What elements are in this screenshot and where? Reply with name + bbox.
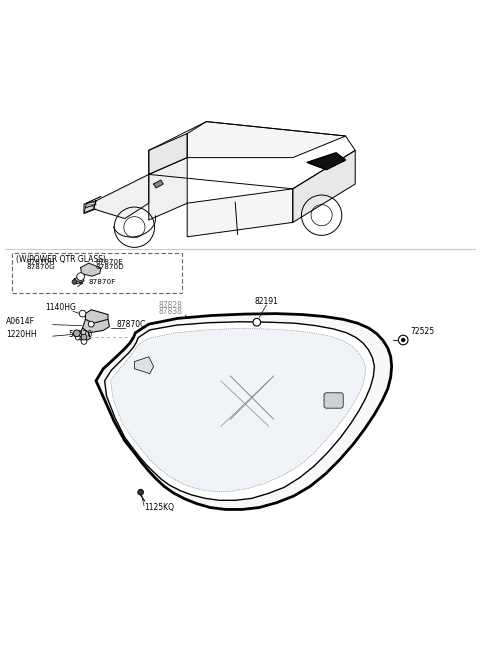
Polygon shape: [85, 310, 108, 323]
Polygon shape: [110, 329, 366, 492]
FancyBboxPatch shape: [324, 393, 343, 408]
Text: 87870H: 87870H: [26, 258, 55, 264]
Text: 1125KQ: 1125KQ: [144, 503, 174, 512]
Text: 72525: 72525: [410, 327, 434, 336]
Text: 87870C: 87870C: [116, 319, 145, 329]
Circle shape: [77, 273, 84, 281]
Polygon shape: [134, 357, 154, 374]
Text: 87828: 87828: [158, 301, 182, 310]
Text: P87810: P87810: [286, 422, 314, 431]
Circle shape: [81, 338, 87, 344]
Circle shape: [398, 335, 408, 345]
Polygon shape: [81, 263, 101, 276]
Text: P87820: P87820: [286, 415, 314, 424]
Polygon shape: [74, 276, 84, 284]
Circle shape: [75, 335, 80, 340]
Text: 87870F: 87870F: [89, 279, 116, 285]
Bar: [12, 253, 182, 293]
Text: 87870E: 87870E: [96, 258, 124, 264]
Circle shape: [79, 310, 86, 317]
Polygon shape: [83, 319, 109, 333]
Text: 82191: 82191: [254, 297, 278, 306]
Text: 87870G: 87870G: [26, 264, 55, 270]
Polygon shape: [187, 189, 293, 237]
Polygon shape: [187, 121, 346, 157]
Text: 87870D: 87870D: [96, 264, 125, 270]
Circle shape: [401, 338, 405, 342]
Polygon shape: [105, 321, 374, 501]
Polygon shape: [293, 150, 355, 222]
Polygon shape: [307, 153, 346, 170]
Polygon shape: [94, 174, 149, 218]
Polygon shape: [149, 157, 187, 220]
Circle shape: [88, 321, 94, 327]
Polygon shape: [84, 201, 96, 213]
Text: A0614F: A0614F: [6, 317, 35, 325]
Circle shape: [253, 318, 261, 326]
Polygon shape: [149, 134, 187, 174]
Circle shape: [81, 335, 87, 340]
Polygon shape: [78, 328, 90, 341]
Polygon shape: [96, 314, 392, 510]
Text: (W/POWER QTR GLASS): (W/POWER QTR GLASS): [16, 255, 106, 264]
Text: 1220HH: 1220HH: [6, 329, 36, 338]
Circle shape: [72, 279, 77, 284]
Circle shape: [138, 489, 144, 495]
Text: 58070: 58070: [68, 329, 93, 338]
Polygon shape: [154, 180, 163, 188]
Text: 1140HG: 1140HG: [46, 303, 76, 312]
Text: 87838: 87838: [158, 307, 182, 316]
Circle shape: [73, 330, 80, 337]
